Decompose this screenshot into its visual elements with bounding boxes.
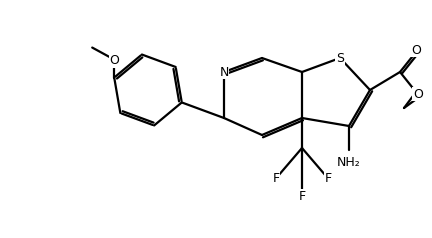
Text: O: O [109,54,119,67]
Text: NH₂: NH₂ [337,155,361,169]
Text: F: F [273,172,280,184]
Text: O: O [411,44,421,56]
Text: N: N [219,65,229,79]
Text: O: O [413,88,423,100]
Text: F: F [324,172,332,184]
Text: S: S [336,51,344,64]
Text: F: F [299,189,305,203]
